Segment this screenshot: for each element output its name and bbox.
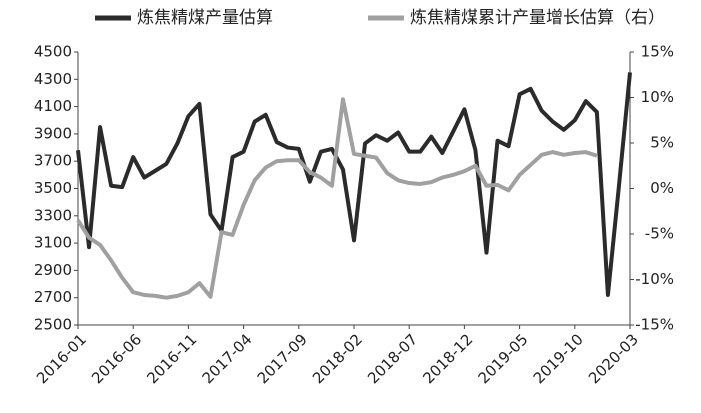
y2-tick-label: 15%: [641, 43, 674, 61]
y2-tick-label: 10%: [641, 88, 674, 106]
y-tick-label: 2700: [34, 288, 72, 306]
y-tick-label: 3500: [34, 179, 72, 197]
x-tick-label: 2018-02: [309, 330, 366, 387]
y-tick-label: 4500: [34, 43, 72, 61]
y-tick-label: 3300: [34, 206, 72, 224]
x-tick-label: 2016-01: [33, 330, 90, 387]
y2-tick-label: -5%: [645, 225, 674, 243]
y2-tick-label: -10%: [635, 270, 674, 288]
y-tick-label: 3100: [34, 234, 72, 252]
x-tick-label: 2016-06: [88, 330, 145, 387]
x-tick-label: 2017-09: [254, 330, 311, 387]
line-series: [76, 72, 632, 297]
x-tick-label: 2019-05: [475, 330, 532, 387]
y-tick-label: 2900: [34, 261, 72, 279]
y-tick-label: 4100: [34, 97, 72, 115]
y2-tick-label: -15%: [635, 316, 674, 334]
y-tick-label: 3900: [34, 124, 72, 142]
y2-tick-label: 5%: [650, 134, 674, 152]
x-tick-label: 2019-10: [530, 330, 587, 387]
legend-label: 炼焦精煤累计产量增长估算（右）: [410, 8, 665, 28]
y2-tick-label: 0%: [650, 179, 674, 197]
x-tick-label: 2020-03: [585, 330, 642, 387]
x-tick-label: 2017-04: [199, 330, 256, 387]
y-tick-label: 4300: [34, 70, 72, 88]
legend-label: 炼焦精煤产量估算: [137, 8, 273, 28]
x-tick-label: 2018-12: [419, 330, 476, 387]
x-tick-label: 2018-07: [364, 330, 421, 387]
x-tick-label: 2016-11: [143, 330, 200, 387]
y-tick-label: 2500: [34, 316, 72, 334]
y-tick-label: 3700: [34, 152, 72, 170]
line-series: [76, 97, 598, 300]
